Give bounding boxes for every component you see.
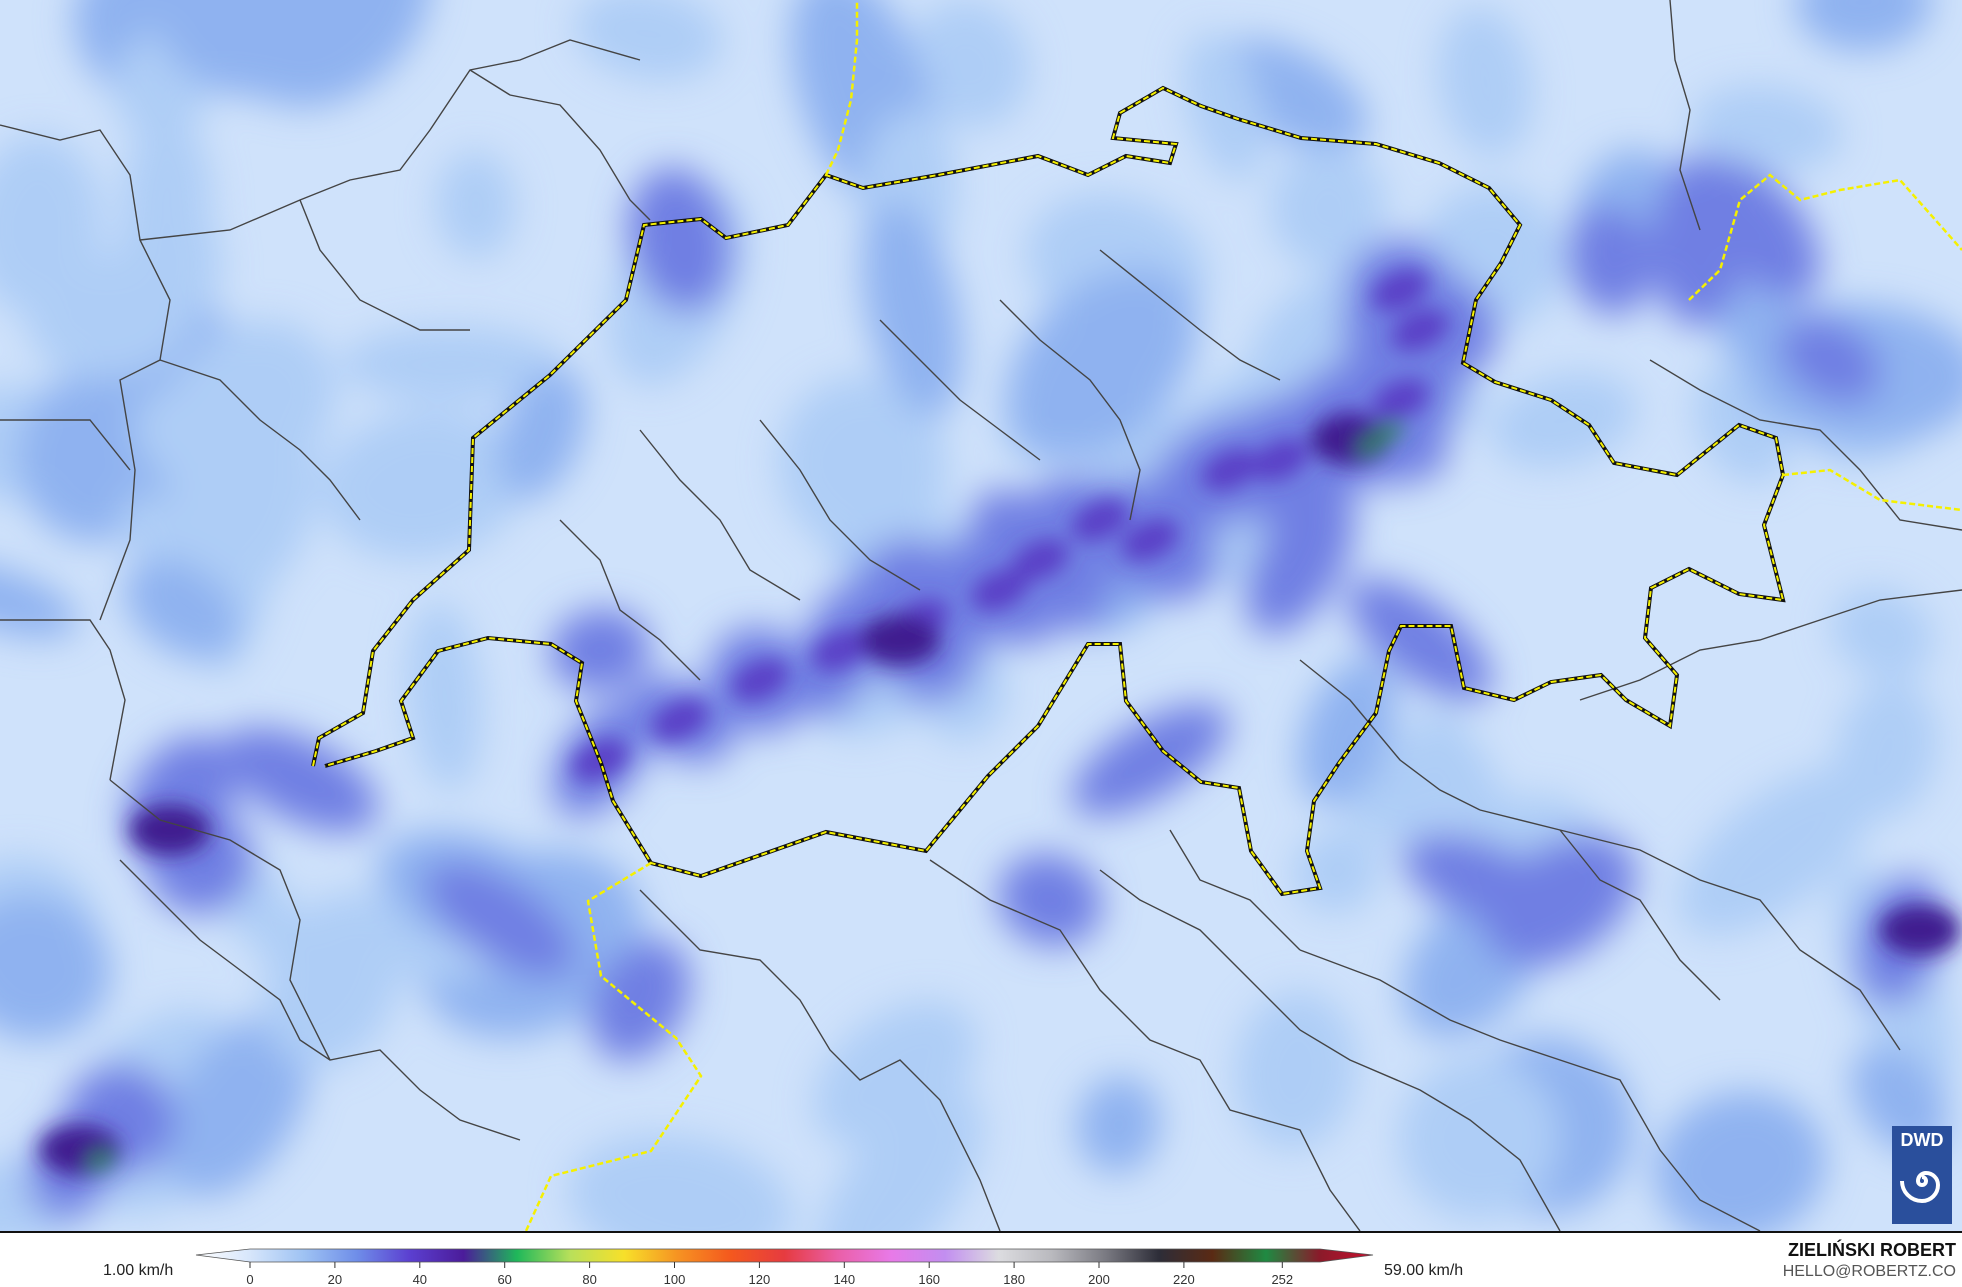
legend-tick-label: 200 — [1088, 1272, 1110, 1287]
intensity-area — [1371, 379, 1429, 421]
eastern-border — [1782, 468, 1962, 512]
southern-border — [524, 861, 703, 1231]
intensity-area — [123, 558, 240, 660]
intensity-area — [860, 615, 940, 665]
intensity-area — [173, 320, 337, 481]
intensity-area — [1795, 0, 1933, 52]
intensity-area — [1391, 309, 1449, 351]
intensity-area — [1376, 421, 1404, 439]
intensity-area — [1398, 1056, 1560, 1220]
austria-border — [1688, 173, 1962, 301]
intensity-area — [1071, 703, 1229, 817]
intensity-area — [263, 891, 404, 1068]
intensity-area — [1484, 833, 1636, 967]
intensity-area — [1831, 587, 1934, 679]
intensity-area — [908, 0, 1030, 129]
intensity-area — [1654, 1091, 1826, 1231]
author-email[interactable]: HELLO@ROBERTZ.CO — [1782, 1263, 1956, 1280]
intensity-area — [1566, 205, 1654, 315]
intensity-area — [1076, 1076, 1161, 1174]
legend-tick-label: 140 — [833, 1272, 855, 1287]
intensity-area — [1880, 905, 1960, 955]
legend-max-label: 59.00 km/h — [1384, 1262, 1464, 1279]
intensity-area — [1356, 436, 1384, 454]
intensity-area — [1212, 38, 1368, 151]
legend-tick-label: 220 — [1173, 1272, 1195, 1287]
intensity-area — [1006, 267, 1198, 460]
northern-border — [824, 0, 859, 176]
intensity-area — [574, 0, 723, 81]
intensity-area — [424, 861, 576, 979]
intensity-area — [221, 727, 379, 833]
intensity-area — [1245, 486, 1355, 634]
intensity-layer — [0, 0, 1962, 1231]
legend-tick-label: 160 — [918, 1272, 940, 1287]
intensity-area — [1293, 828, 1382, 913]
intensity-area — [1678, 766, 1877, 935]
intensity-area — [1071, 499, 1129, 541]
legend-tick-label: 20 — [328, 1272, 342, 1287]
wind-gust-map[interactable] — [0, 0, 1962, 1233]
intensity-area — [0, 561, 79, 638]
dwd-spiral-icon — [1900, 1170, 1941, 1204]
legend-tick-label: 80 — [582, 1272, 596, 1287]
intensity-area — [849, 1009, 958, 1122]
intensity-peaks — [40, 269, 1960, 1175]
intensity-area — [998, 853, 1102, 947]
intensity-area — [86, 1151, 114, 1169]
intensity-area — [1251, 439, 1309, 481]
intensity-area — [40, 1125, 120, 1175]
intensity-area — [627, 167, 733, 313]
intensity-area — [811, 629, 869, 671]
legend-tick-label: 252 — [1271, 1272, 1293, 1287]
intensity-area — [861, 201, 963, 418]
intensity-area — [651, 699, 709, 741]
legend-min-label: 1.00 km/h — [103, 1262, 174, 1279]
legend-tick-label: 180 — [1003, 1272, 1025, 1287]
intensity-area — [406, 601, 483, 791]
intensity-area — [589, 939, 691, 1061]
legend-tick-label: 0 — [246, 1272, 253, 1287]
intensity-area — [1371, 269, 1429, 311]
intensity-area — [550, 609, 650, 691]
switzerland-border-line — [312, 86, 1785, 896]
intensity-area — [1700, 160, 1820, 300]
intensity-area — [1437, 6, 1534, 158]
intensity-area — [1121, 519, 1179, 561]
legend-bar — [195, 1248, 1374, 1263]
intensity-area — [0, 895, 111, 1041]
intensity-area — [731, 659, 789, 701]
intensity-area — [1270, 145, 1387, 270]
legend-tick-label: 100 — [664, 1272, 686, 1287]
intensity-area — [340, 326, 564, 403]
intensity-area — [971, 569, 1029, 611]
color-scale-legend: 0 20 40 60 80 100 120 140 160 180 200 220 252 — [195, 1248, 1374, 1287]
author-credit: ZIELIŃSKI ROBERT — [1787, 1240, 1956, 1260]
legend-tick-label: 40 — [413, 1272, 427, 1287]
region-borders — [0, 0, 1962, 1231]
intensity-area — [1011, 539, 1069, 581]
intensity-area — [0, 135, 103, 315]
intensity-area — [1690, 85, 1843, 173]
intensity-area — [1779, 316, 1881, 404]
intensity-area — [1297, 658, 1397, 807]
intensity-area — [1348, 578, 1492, 702]
legend-tick-label: 120 — [749, 1272, 771, 1287]
intensity-area — [435, 151, 516, 259]
intensity-area — [162, 1016, 310, 1197]
dwd-logo-text: DWD — [1900, 1130, 1944, 1150]
dwd-logo: DWD — [1892, 1126, 1952, 1224]
legend-tick-label: 60 — [497, 1272, 511, 1287]
intensity-area — [815, 1088, 984, 1231]
intensity-area — [568, 1134, 793, 1231]
intensity-area — [1234, 990, 1357, 1151]
intensity-area — [1201, 449, 1259, 491]
intensity-area — [1183, 32, 1265, 181]
intensity-area — [155, 0, 370, 98]
intensity-area — [130, 805, 210, 855]
